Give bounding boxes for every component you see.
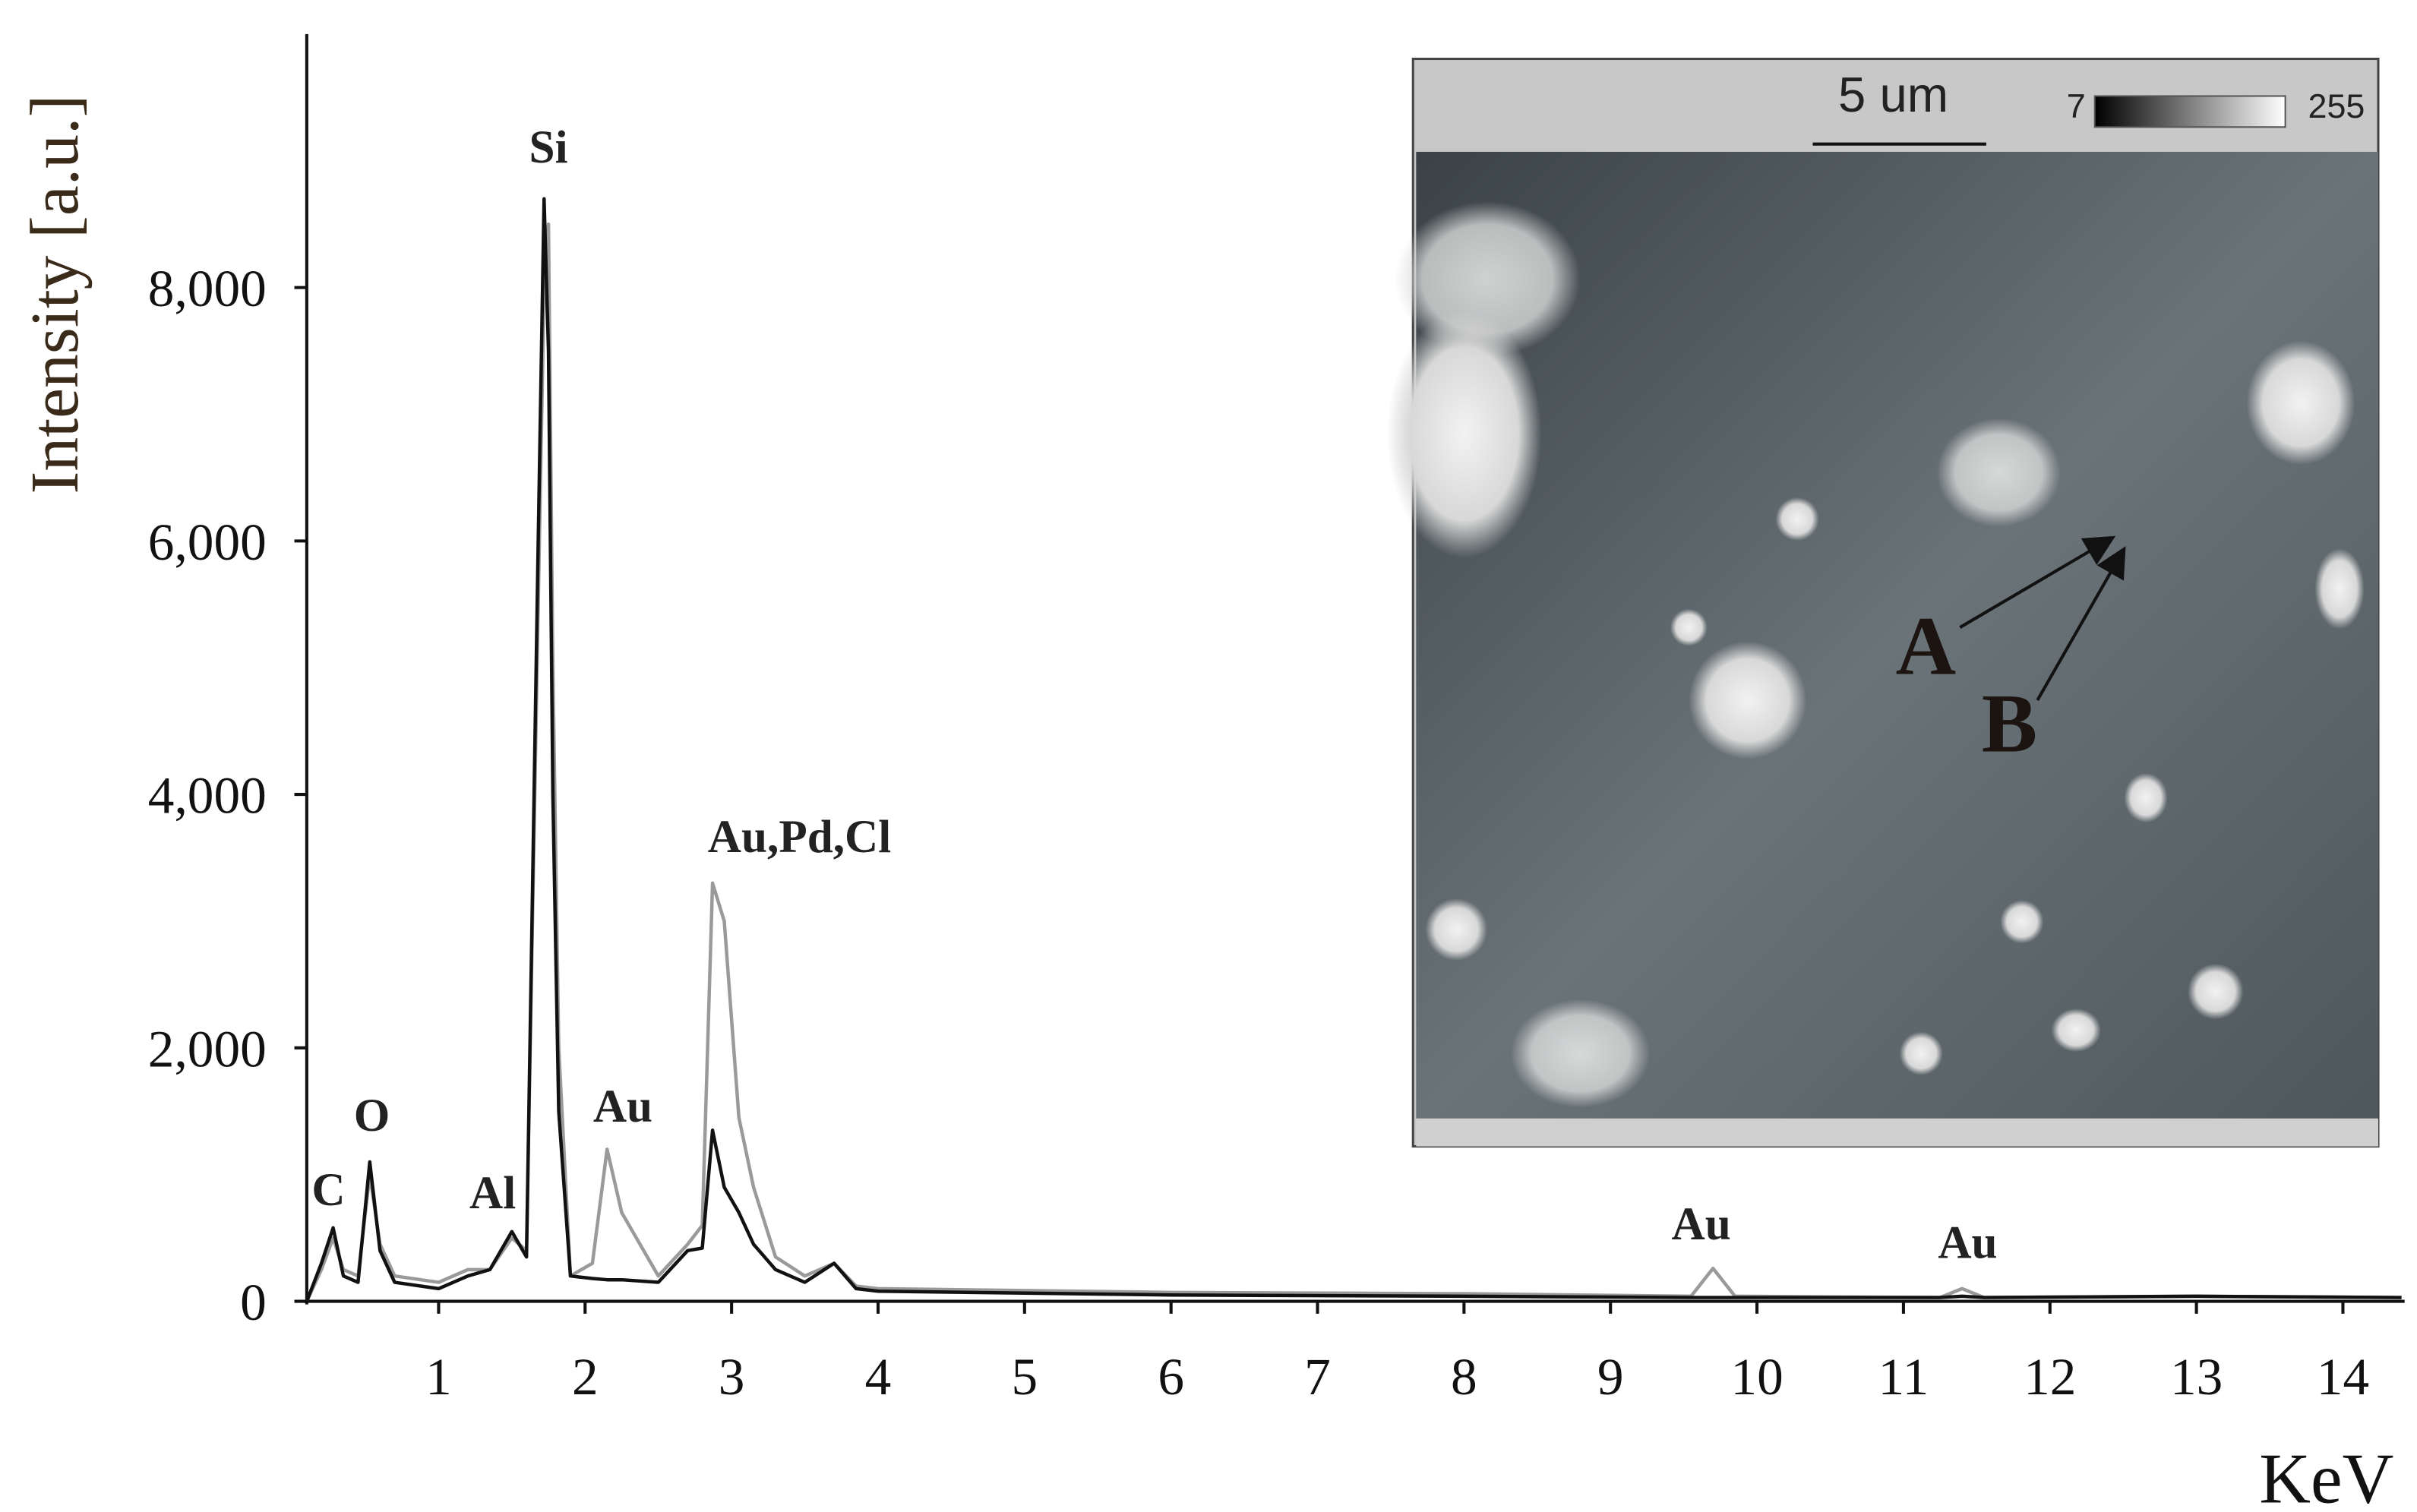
x-tick-label: 1 [425, 1348, 452, 1406]
annotation: Au [593, 1081, 652, 1132]
x-tick-label: 9 [1597, 1348, 1624, 1406]
y-tick-label: 6,000 [148, 513, 267, 572]
x-tick-label: 6 [1158, 1348, 1184, 1406]
colorbar-max: 255 [2308, 87, 2365, 125]
y-tick-label: 0 [240, 1274, 267, 1332]
x-tick-label: 2 [572, 1348, 599, 1406]
x-tick-label: 8 [1451, 1348, 1477, 1406]
x-axis-label: KeV [2259, 1440, 2393, 1512]
inset-image [1386, 57, 2380, 1148]
x-tick-label: 7 [1304, 1348, 1331, 1406]
scale-bar-label: 5 um [1838, 67, 1948, 122]
plot-area [305, 197, 2402, 1302]
annotation: Si [529, 122, 568, 173]
annotation: C [311, 1164, 345, 1216]
y-axis-label: Intensity [a.u.] [17, 95, 93, 494]
spectrum-line [305, 197, 2402, 1302]
annotation: Au,Pd,Cl [708, 811, 891, 863]
point-label: A [1896, 599, 1957, 692]
annotation: Au [1938, 1217, 1997, 1268]
y-tick-label: 4,000 [148, 767, 267, 825]
y-tick-label: 2,000 [148, 1020, 267, 1078]
point-label: B [1982, 677, 2037, 769]
x-tick-label: 14 [2317, 1348, 2369, 1406]
x-tick-label: 10 [1730, 1348, 1783, 1406]
x-tick-label: 12 [2024, 1348, 2076, 1406]
annotation: Al [469, 1167, 516, 1219]
x-tick-label: 3 [719, 1348, 745, 1406]
y-tick-label: 8,000 [148, 260, 267, 318]
x-tick-label: 11 [1878, 1348, 1929, 1406]
x-tick-label: 13 [2170, 1348, 2223, 1406]
annotation: Au [1672, 1198, 1731, 1250]
colorbar-min: 7 [2067, 87, 2086, 125]
x-tick-label: 4 [865, 1348, 892, 1406]
x-tick-label: 5 [1011, 1348, 1038, 1406]
annotation: O [354, 1090, 390, 1141]
